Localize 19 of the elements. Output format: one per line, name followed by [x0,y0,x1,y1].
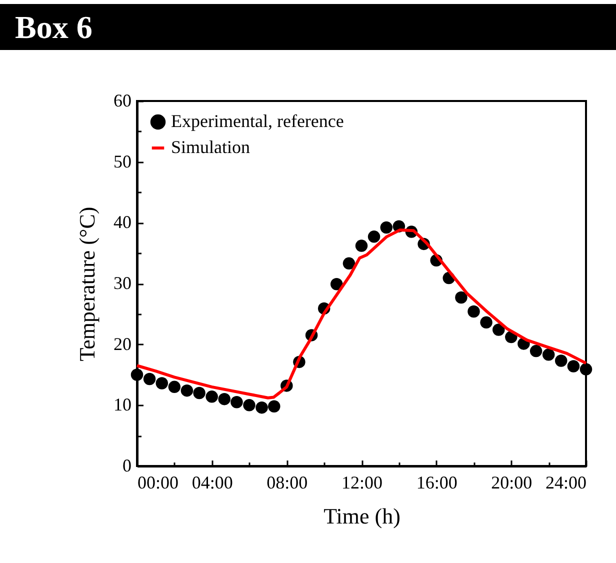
x-tick-label: 00:00 [138,472,179,492]
x-tick-label: 20:00 [491,472,532,492]
chart-title: Box 6 [0,4,616,50]
y-axis-title: Temperature (°C) [74,206,100,362]
y-tick-label: 20 [114,334,132,354]
x-tick-label: 12:00 [341,472,383,492]
x-axis-title: Time (h) [324,504,400,528]
y-tick-label: 10 [114,394,132,415]
x-tick-label: 16:00 [416,472,458,492]
legend-label: Experimental, reference [171,111,344,131]
y-tick-label: 60 [114,90,132,110]
legend-label: Simulation [171,137,250,157]
y-tick-label: 0 [122,456,132,476]
x-tick-label: 24:00 [545,472,586,492]
x-tick-label: 04:00 [192,472,233,492]
x-tick-label: 08:00 [266,472,308,492]
y-tick-label: 50 [114,151,132,172]
y-tick-label: 40 [114,212,132,232]
y-tick-label: 30 [114,273,132,293]
